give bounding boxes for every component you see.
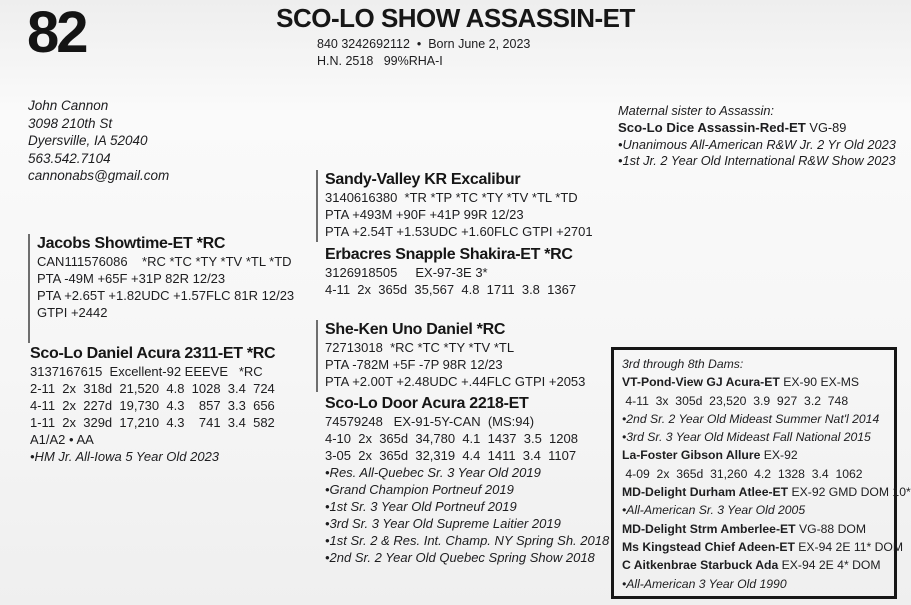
dam-entry-score: EX-92 GMD DOM 10* (791, 485, 911, 500)
sire-sire-id-line: 3140616380 *TR *TP *TC *TY *TV *TL *TD (325, 190, 578, 205)
dam-name: Sco-Lo Daniel Acura 2311-ET *RC (30, 345, 276, 362)
dam-entry-name-line: La-Foster Gibson Allure EX-92 (622, 446, 886, 464)
award-line: •Res. All-Quebec Sr. 3 Year Old 2019 (325, 465, 541, 480)
dam-entry-name: VT-Pond-View GJ Acura-ET (622, 375, 780, 390)
dam-entry-score: EX-92 (763, 448, 798, 463)
dam-genotype-line: A1/A2 • AA (30, 432, 94, 447)
dam-entry-name-line: VT-Pond-View GJ Acura-ET EX-90 EX-MS (622, 373, 886, 391)
dam-entry-name-line: MD-Delight Durham Atlee-ET EX-92 GMD DOM… (622, 483, 911, 501)
dam-dam-record-line: 4-10 2x 365d 34,780 4.1 1437 3.5 1208 (325, 431, 578, 446)
maternal-sister-name-line: Sco-Lo Dice Assassin-Red-ET VG-89 (618, 120, 896, 137)
maternal-sister-name: Sco-Lo Dice Assassin-Red-ET (618, 119, 806, 135)
dam-entry-score: EX-94 2E 4* DOM (781, 558, 881, 573)
dam-entry-name-line: Ms Kingstead Chief Adeen-ET EX-94 2E 11*… (622, 538, 903, 556)
dam-record-line: 4-11 2x 227d 19,730 4.3 857 3.3 656 (30, 398, 275, 413)
registration-line: 840 3242692112 • Born June 2, 2023 (317, 37, 531, 51)
dam-dam-name: Sco-Lo Door Acura 2218-ET (325, 395, 529, 412)
dam-sire-block: She-Ken Uno Daniel *RC 72713018 *RC *TC … (316, 320, 585, 392)
dam-entry-name: MD-Delight Strm Amberlee-ET (622, 521, 796, 536)
further-dams-box: 3rd through 8th Dams: VT-Pond-View GJ Ac… (611, 347, 911, 599)
award-line: •2nd Sr. 2 Year Old Quebec Spring Show 2… (325, 550, 595, 565)
sire-dam-id-line: 3126918505 EX-97-3E 3* (325, 265, 488, 280)
dam-entry-name: MD-Delight Durham Atlee-ET (622, 485, 789, 500)
sire-dam-name: Erbacres Snapple Shakira-ET *RC (325, 246, 573, 263)
maternal-sister-block: Maternal sister to Assassin: Sco-Lo Dice… (618, 103, 896, 170)
dam-entry-name: La-Foster Gibson Allure (622, 448, 761, 463)
award-line: •Unanimous All-American R&W Jr. 2 Yr Old… (618, 136, 896, 152)
award-line: •1st Sr. 3 Year Old Portneuf 2019 (325, 499, 517, 514)
dam-entry-score: VG-88 DOM (798, 521, 867, 536)
sire-name: Jacobs Showtime-ET *RC (37, 235, 226, 252)
consignor-name: John Cannon (28, 98, 109, 113)
dam-entry-name: C Aitkenbrae Starbuck Ada (622, 558, 779, 573)
dam-dam-block: Sco-Lo Door Acura 2218-ET 74579248 EX-91… (325, 394, 609, 566)
dam-dam-record-line: 3-05 2x 365d 32,319 4.4 1411 3.4 1107 (325, 448, 577, 463)
dam-block: Sco-Lo Daniel Acura 2311-ET *RC 31371676… (30, 344, 276, 465)
sire-sire-name: Sandy-Valley KR Excalibur (325, 171, 521, 188)
dam-entry-name: Ms Kingstead Chief Adeen-ET (622, 539, 795, 554)
dam-entry-name-line: MD-Delight Strm Amberlee-ET VG-88 DOM (622, 520, 886, 538)
dam-sire-id-line: 72713018 *RC *TC *TY *TV *TL (325, 340, 515, 355)
award-line: •1st Sr. 2 & Res. Int. Champ. NY Spring … (325, 533, 610, 548)
dam-record-line: 1-11 2x 329d 17,210 4.3 741 3.4 582 (30, 415, 275, 430)
sire-sire-block: Sandy-Valley KR Excalibur 3140616380 *TR… (316, 170, 593, 242)
dam-record-line: 2-11 2x 318d 21,520 4.8 1028 3.4 724 (30, 381, 275, 396)
sire-dam-block: Erbacres Snapple Shakira-ET *RC 31269185… (325, 245, 576, 298)
sire-dam-record-line: 4-11 2x 365d 35,567 4.8 1711 3.8 1367 (325, 282, 577, 297)
consignor-address-line: 3098 210th St (28, 115, 113, 131)
dam-dam-id-line: 74579248 EX-91-5Y-CAN (MS:94) (325, 414, 535, 429)
sire-pta-line: PTA -49M +65F +31P 82R 12/23 (37, 271, 226, 286)
maternal-sister-heading: Maternal sister to Assassin: (618, 103, 774, 118)
sire-sire-pta-line: PTA +493M +90F +41P 99R 12/23 (325, 207, 524, 222)
consignor-block: John Cannon 3098 210th St Dyersville, IA… (28, 97, 169, 185)
sire-pta-line: PTA +2.65T +1.82UDC +1.57FLC 81R 12/23 (37, 288, 295, 303)
page-title: SCO-LO SHOW ASSASSIN-ET (276, 3, 635, 33)
dam-entry-name-line: C Aitkenbrae Starbuck Ada EX-94 2E 4* DO… (622, 556, 886, 574)
award-line: •1st Jr. 2 Year Old International R&W Sh… (618, 153, 896, 169)
award-line: •Grand Champion Portneuf 2019 (325, 482, 514, 497)
award-line: •HM Jr. All-Iowa 5 Year Old 2023 (30, 449, 220, 464)
dam-entry-record: 4-11 3x 305d 23,520 3.9 927 3.2 748 (622, 393, 849, 408)
further-dams-heading: 3rd through 8th Dams: (622, 357, 744, 371)
sire-gtpi-line: GTPI +2442 (37, 305, 108, 320)
dam-sire-pta-line: PTA +2.00T +2.48UDC +.44FLC GTPI +2053 (325, 374, 586, 389)
dam-id-line: 3137167615 Excellent-92 EEEVE *RC (30, 364, 263, 379)
dam-entry-score: EX-90 EX-MS (783, 375, 860, 390)
sire-sire-pta-line: PTA +2.54T +1.53UDC +1.60FLC GTPI +2701 (325, 224, 593, 239)
dam-sire-pta-line: PTA -782M +5F -7P 98R 12/23 (325, 357, 503, 372)
award-line: •All-American Sr. 3 Year Old 2005 (622, 503, 806, 518)
award-line: •3rd Sr. 3 Year Old Mideast Fall Nationa… (622, 430, 871, 445)
dam-entry-score: EX-94 2E 11* DOM (798, 539, 904, 554)
award-line: •All-American 3 Year Old 1990 (622, 576, 787, 591)
consignor-email: cannonabs@gmail.com (28, 168, 170, 184)
herd-number-line: H.N. 2518 99%RHA-I (317, 54, 443, 68)
sire-id-line: CAN111576086 *RC *TC *TY *TV *TL *TD (37, 254, 292, 269)
sire-block: Jacobs Showtime-ET *RC CAN111576086 *RC … (28, 234, 294, 343)
maternal-sister-score: VG-89 (809, 119, 847, 135)
award-line: •3rd Sr. 3 Year Old Supreme Laitier 2019 (325, 516, 561, 531)
lot-number: 82 (27, 0, 88, 65)
dam-sire-name: She-Ken Uno Daniel *RC (325, 321, 506, 338)
award-line: •2nd Sr. 2 Year Old Mideast Summer Nat'l… (622, 411, 880, 426)
dam-entry-record: 4-09 2x 365d 31,260 4.2 1328 3.4 1062 (622, 466, 863, 481)
consignor-city-line: Dyersville, IA 52040 (28, 133, 148, 149)
consignor-phone: 563.542.7104 (28, 150, 111, 166)
